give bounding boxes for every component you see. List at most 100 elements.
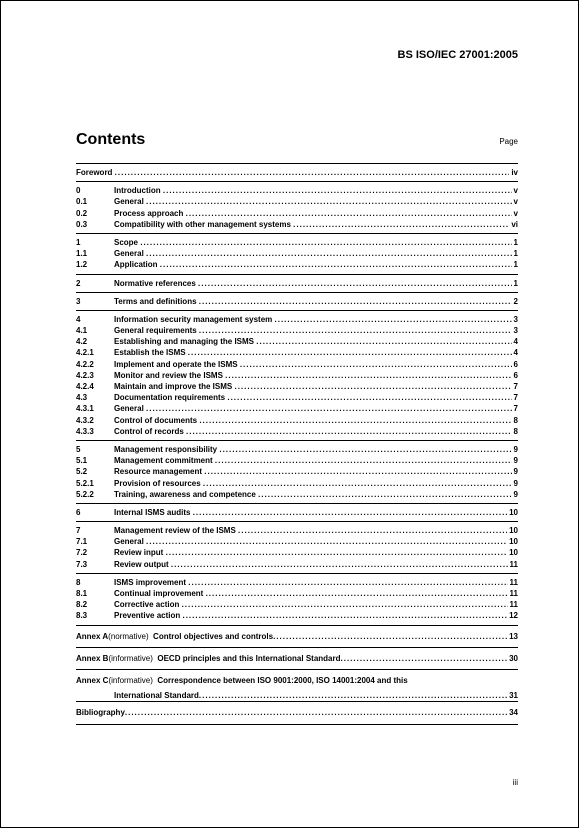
toc-title: Internal ISMS audits (114, 507, 193, 518)
toc-title: Implement and operate the ISMS (114, 359, 240, 370)
toc-row: 5.1Management commitment 9 (76, 455, 518, 466)
toc-number: 7.3 (76, 559, 114, 570)
toc-title: Control of records (114, 426, 186, 437)
toc-leader-dots (234, 381, 511, 392)
toc-number: 4.2.2 (76, 359, 114, 370)
toc-page-number: 11 (508, 599, 518, 610)
toc-leader-dots (219, 444, 511, 455)
annex-page-number: 30 (507, 653, 518, 664)
toc-number: 4.3 (76, 392, 114, 403)
toc-number: 8.1 (76, 588, 114, 599)
toc-number: 4.1 (76, 325, 114, 336)
toc-title: Compatibility with other management syst… (114, 219, 293, 230)
toc-row: 1.1General 1 (76, 248, 518, 259)
toc-leader-dots (199, 415, 511, 426)
toc-number: 4.2.3 (76, 370, 114, 381)
annex-row: Annex B (informative) OECD principles an… (76, 647, 518, 669)
toc-title: Continual improvement (114, 588, 206, 599)
toc-group: 0Introduction v0.1General v0.2Process ap… (76, 181, 518, 233)
annex-page-number: 13 (507, 631, 518, 642)
toc-number: 8.2 (76, 599, 114, 610)
annex-prefix: Annex C (76, 675, 108, 686)
toc-page-number: 3 (512, 314, 518, 325)
toc-row: 3Terms and definitions 2 (76, 296, 518, 307)
toc-page-number: 1 (512, 248, 518, 259)
toc-row: 6Internal ISMS audits 10 (76, 507, 518, 518)
toc-leader-dots (182, 610, 507, 621)
toc-number: 7.1 (76, 536, 114, 547)
toc-number: 4.3.1 (76, 403, 114, 414)
toc-page-number: 9 (512, 478, 518, 489)
toc-title: Establishing and managing the ISMS (114, 336, 256, 347)
toc-number: 4.2.4 (76, 381, 114, 392)
toc-number: 5.1 (76, 455, 114, 466)
toc-page-number: 9 (512, 455, 518, 466)
toc-page-number: 7 (512, 392, 518, 403)
annex-type: (informative) (108, 675, 152, 686)
toc-row: 0.2Process approach v (76, 208, 518, 219)
toc-leader-dots (125, 707, 507, 718)
toc-leader-dots (199, 296, 512, 307)
toc-row: 4.2.1Establish the ISMS 4 (76, 347, 518, 358)
toc-row: 4.2Establishing and managing the ISMS 4 (76, 336, 518, 347)
annex-continuation: International Standard31 (76, 690, 518, 701)
toc-leader-dots (198, 278, 512, 289)
toc-title: Preventive action (114, 610, 182, 621)
toc-leader-dots (199, 690, 507, 701)
toc-leader-dots (258, 489, 511, 500)
bibliography-title: Bibliography (76, 707, 125, 718)
annex-type: (informative) (108, 653, 152, 664)
toc-page-number: 1 (512, 237, 518, 248)
toc-page-number: 9 (512, 466, 518, 477)
contents-heading: Contents (76, 131, 145, 149)
toc-number: 1.2 (76, 259, 114, 270)
toc-page-number: 3 (512, 325, 518, 336)
toc-group: 4Information security management system … (76, 310, 518, 440)
toc-page-number: v (512, 196, 518, 207)
toc-group: 5Management responsibility 95.1Managemen… (76, 440, 518, 503)
toc-leader-dots (204, 466, 511, 477)
annex-prefix: Annex A (76, 631, 108, 642)
annex-title: OECD principles and this International S… (153, 653, 341, 664)
toc-title: Corrective action (114, 599, 182, 610)
toc-number: 5.2.2 (76, 489, 114, 500)
toc-row: 5.2Resource management 9 (76, 466, 518, 477)
toc-number: 0.2 (76, 208, 114, 219)
annex-continuation-title: International Standard (114, 690, 199, 701)
toc-leader-dots (146, 536, 507, 547)
toc-page-number: 11 (508, 588, 518, 599)
toc-title: Terms and definitions (114, 296, 199, 307)
toc-title: General requirements (114, 325, 199, 336)
toc-number: 2 (76, 278, 114, 289)
toc-leader-dots (146, 248, 512, 259)
toc-row: 8.1Continual improvement 11 (76, 588, 518, 599)
toc-row: 4.2.2Implement and operate the ISMS 6 (76, 359, 518, 370)
toc-leader-dots (188, 347, 512, 358)
toc-page-number: 1 (512, 278, 518, 289)
toc-row: 0.3Compatibility with other management s… (76, 219, 518, 230)
toc-title: Control of documents (114, 415, 199, 426)
toc-leader-dots (186, 208, 512, 219)
toc-page-number: 11 (508, 577, 518, 588)
toc-number: 8 (76, 577, 114, 588)
toc-row: 8ISMS improvement 11 (76, 577, 518, 588)
toc-row: 8.3Preventive action 12 (76, 610, 518, 621)
annex-entry: Annex C (informative) Correspondence bet… (76, 669, 518, 701)
toc-title: Review output (114, 559, 171, 570)
toc-group: 6Internal ISMS audits 10 (76, 503, 518, 521)
toc-page-number: 4 (512, 336, 518, 347)
toc-page-number: 10 (507, 525, 518, 536)
toc-title: General (114, 196, 146, 207)
toc-page-number: 10 (507, 547, 518, 558)
toc-leader-dots (163, 185, 512, 196)
title-row: Contents Page (76, 131, 518, 149)
toc-row: 4.2.4Maintain and improve the ISMS 7 (76, 381, 518, 392)
annex-row: Annex C (informative) Correspondence bet… (76, 669, 518, 691)
toc-group: 8ISMS improvement 118.1Continual improve… (76, 573, 518, 625)
toc-page-number: 8 (512, 426, 518, 437)
toc-leader-dots (275, 314, 512, 325)
toc-row: 1Scope 1 (76, 237, 518, 248)
toc-page-number: 8 (512, 415, 518, 426)
toc-page-number: v (512, 208, 518, 219)
toc-page-number: 9 (512, 489, 518, 500)
